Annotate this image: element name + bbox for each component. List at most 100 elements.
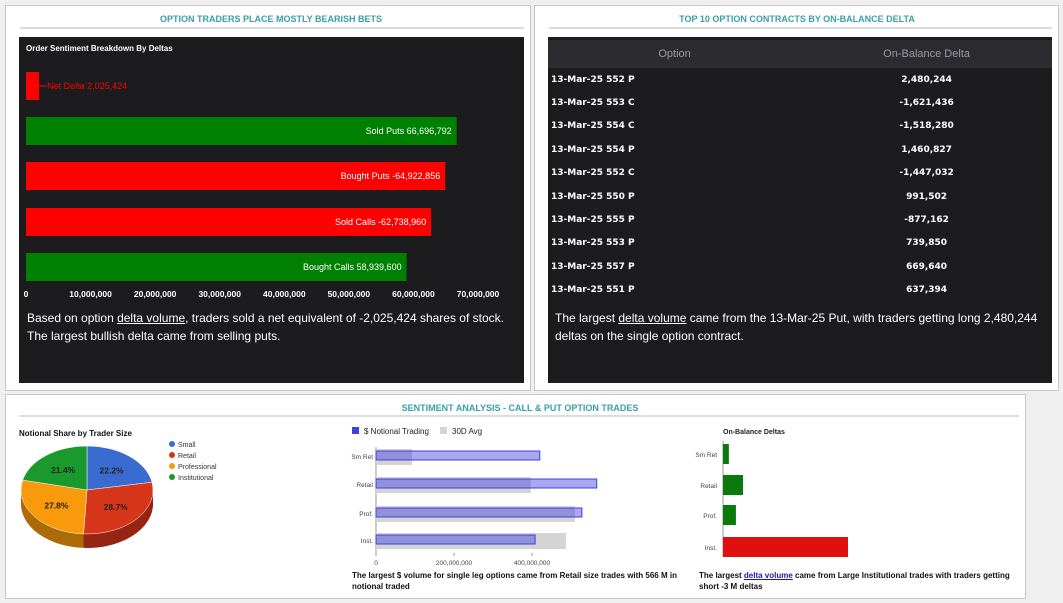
delta-cell: -1,518,280	[899, 121, 954, 132]
category-label: Inst.	[361, 538, 373, 545]
option-cell: 13-Mar-25 550 P	[551, 191, 635, 202]
chart-title: On-Balance Deltas	[723, 429, 785, 436]
x-tick-label: 0	[24, 289, 29, 299]
bar	[723, 444, 729, 464]
category-label: Sm Ret	[695, 452, 717, 459]
x-tick-label: 30,000,000	[198, 289, 241, 299]
pie-slice	[86, 445, 153, 491]
legend-swatch	[352, 427, 359, 434]
legend-label: 30D Avg	[452, 427, 482, 436]
slice-label: 27.8%	[44, 500, 69, 510]
delta-cell: 2,480,244	[901, 74, 952, 85]
note: The largest delta volume came from Large…	[699, 570, 1019, 592]
avg-bar	[376, 533, 566, 549]
option-cell: 13-Mar-25 552 C	[551, 168, 635, 179]
bar	[723, 505, 736, 525]
category-label: Sm Ret	[351, 454, 373, 461]
bar-label: Bought Calls 58,939,600	[303, 262, 402, 272]
x-tick-label: 60,000,000	[392, 289, 435, 299]
summary: The largest delta volume came from the 1…	[555, 309, 1045, 345]
x-tick-label: 0	[374, 560, 378, 567]
bar	[723, 537, 848, 557]
table-row: 13-Mar-25 552 P 2,480,244	[548, 68, 1052, 91]
text: The largest	[555, 311, 619, 325]
table-row: 13-Mar-25 554 P 1,460,827	[548, 138, 1052, 161]
table-row: 13-Mar-25 552 C -1,447,032	[548, 162, 1052, 185]
option-cell: 13-Mar-25 553 P	[551, 238, 635, 249]
legend-swatch	[169, 474, 175, 480]
table-row: 13-Mar-25 550 P 991,502	[548, 185, 1052, 208]
category-label: Retail	[356, 482, 373, 489]
delta-cell: 739,850	[906, 238, 948, 249]
heading: OPTION TRADERS PLACE MOSTLY BEARISH BETS	[160, 14, 382, 24]
text: came from Large Institutional trades wit…	[699, 571, 1010, 591]
heading: SENTIMENT ANALYSIS - CALL & PUT OPTION T…	[402, 403, 639, 413]
notional-bar	[375, 450, 541, 461]
bar	[26, 208, 432, 236]
glossary-link[interactable]: delta volume	[117, 311, 186, 325]
delta-cell: 637,394	[906, 285, 948, 296]
category-label: Prof.	[359, 511, 373, 518]
panel	[5, 394, 1026, 599]
x-tick-label: 200,000,000	[436, 560, 473, 567]
table-row: 13-Mar-25 554 C -1,518,280	[548, 115, 1052, 138]
legend-swatch	[169, 463, 175, 469]
x-tick-label: 20,000,000	[134, 289, 177, 299]
category-label: Prof.	[703, 513, 717, 520]
table-row: 13-Mar-25 555 P -877,162	[548, 208, 1052, 231]
bar	[723, 475, 743, 495]
x-tick-label: 50,000,000	[328, 289, 371, 299]
summary: Based on option delta volume, traders so…	[27, 309, 517, 345]
bar	[26, 253, 407, 281]
text: , traders sold a net equivalent of -2,02…	[27, 311, 504, 343]
pie-slice	[22, 445, 88, 491]
avg-bar	[376, 477, 531, 493]
column-header: On-Balance Delta	[801, 40, 1052, 68]
heading: TOP 10 OPTION CONTRACTS BY ON-BALANCE DE…	[679, 14, 915, 24]
bar	[26, 162, 446, 190]
category-label: Retail	[700, 483, 717, 490]
option-cell: 13-Mar-25 557 P	[551, 261, 635, 272]
glossary-link[interactable]: delta volume	[743, 571, 793, 580]
legend-label: Institutional	[178, 475, 214, 482]
note: The largest $ volume for single leg opti…	[352, 570, 682, 592]
table-row: 13-Mar-25 553 C -1,621,436	[548, 91, 1052, 114]
bar	[26, 117, 457, 145]
table-area	[548, 37, 1052, 383]
legend-label: Professional	[178, 464, 217, 471]
delta-cell: -1,621,436	[899, 98, 954, 109]
bar-label: Sold Calls -62,738,960	[335, 217, 426, 227]
slice-label: 22.2%	[100, 465, 125, 475]
option-cell: 13-Mar-25 555 P	[551, 215, 635, 226]
option-cell: 13-Mar-25 552 P	[551, 74, 635, 85]
delta-cell: 1,460,827	[901, 144, 952, 155]
chart-title: Order Sentiment Breakdown By Deltas	[26, 44, 173, 53]
table-row: 13-Mar-25 551 P 637,394	[548, 279, 1052, 302]
legend-swatch	[169, 441, 175, 447]
x-tick-label: 400,000,000	[514, 560, 551, 567]
delta-cell: -877,162	[904, 215, 949, 226]
notional-bar	[375, 478, 598, 489]
legend-swatch	[169, 452, 175, 458]
option-cell: 13-Mar-25 554 P	[551, 144, 635, 155]
table-row: 13-Mar-25 553 P 739,850	[548, 232, 1052, 255]
legend-label: Small	[178, 442, 196, 449]
option-cell: 13-Mar-25 551 P	[551, 285, 635, 296]
legend-label: Retail	[178, 453, 196, 460]
pie-slice	[83, 481, 154, 535]
column-header: Option	[548, 40, 802, 68]
delta-cell: -1,447,032	[899, 168, 954, 179]
legend-label: $ Notional Trading	[364, 427, 429, 436]
glossary-link[interactable]: delta volume	[618, 311, 687, 325]
legend-swatch	[440, 427, 447, 434]
option-cell: 13-Mar-25 553 C	[551, 98, 635, 109]
bar-label: Bought Puts -64,922,856	[341, 171, 441, 181]
notional-bar	[375, 534, 536, 545]
option-cell: 13-Mar-25 554 C	[551, 121, 635, 132]
table-row: 13-Mar-25 557 P 669,640	[548, 255, 1052, 278]
slice-label: 21.4%	[51, 465, 76, 475]
text: Based on option	[27, 311, 118, 325]
table: Option On-Balance Delta 13-Mar-25 552 P 2,…	[548, 40, 1052, 302]
